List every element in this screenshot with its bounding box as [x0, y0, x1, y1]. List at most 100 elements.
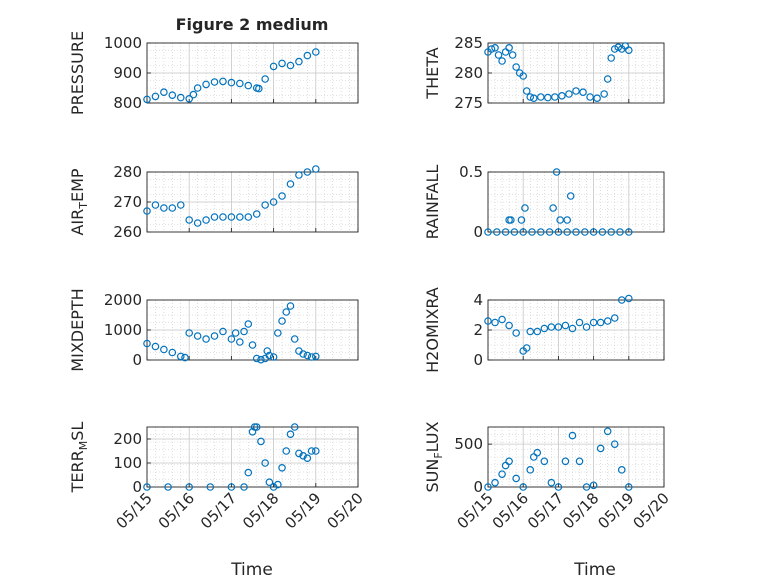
data-point [492, 228, 501, 236]
data-point [307, 353, 316, 361]
data-point [168, 348, 177, 357]
data-point [607, 228, 616, 236]
data-point [160, 204, 168, 212]
data-point [236, 213, 244, 221]
data-point [269, 483, 278, 491]
axes-box [146, 426, 359, 488]
data-point [295, 449, 303, 458]
data-point [206, 483, 215, 491]
data-point [299, 350, 307, 358]
y-tick-label: 500 [454, 435, 483, 453]
data-point [143, 95, 151, 104]
data-point [519, 483, 528, 491]
data-point [491, 43, 499, 52]
data-point [624, 228, 633, 236]
data-point [526, 466, 535, 474]
data-point [185, 216, 194, 224]
data-point [484, 228, 492, 236]
y-axis-label: RAINFALL [423, 165, 442, 240]
y-tick-label: 800 [113, 94, 142, 112]
data-point [558, 92, 566, 100]
data-point [250, 423, 259, 431]
y-axis-label: SUNFLUX [423, 421, 445, 492]
data-point [303, 454, 312, 463]
data-point [561, 321, 570, 330]
data-point [572, 87, 580, 95]
data-point [290, 423, 299, 431]
data-point [607, 54, 616, 62]
data-point [257, 355, 265, 364]
data-point [536, 93, 545, 101]
data-point [563, 216, 572, 224]
y-tick-label: 4 [473, 291, 483, 309]
data-point [252, 423, 261, 431]
y-axis-label-main: H2OMIXRA [423, 287, 442, 373]
y-axis-label-subscript: M [77, 441, 90, 451]
y-tick-label: 100 [113, 454, 142, 472]
y-axis-label: TERRMSL [68, 422, 90, 494]
data-point [168, 91, 177, 100]
data-point [181, 353, 189, 362]
y-axis-label-main: RAINFALL [423, 165, 442, 240]
data-point [554, 483, 563, 491]
y-tick-label: 275 [454, 94, 483, 112]
y-axis-label-subscript: F [432, 452, 445, 458]
data-point [231, 329, 240, 337]
y-tick-label: 0 [132, 478, 142, 496]
data-point [617, 466, 626, 474]
data-point [219, 213, 227, 221]
data-point [274, 480, 282, 489]
data-point [151, 92, 160, 101]
data-point [540, 457, 549, 466]
data-point [545, 228, 554, 236]
data-point [484, 483, 492, 491]
data-point [522, 87, 531, 95]
y-tick-label: 200 [113, 430, 142, 448]
data-point [290, 335, 299, 343]
data-point [540, 324, 549, 333]
data-point [164, 483, 172, 491]
data-point [517, 216, 526, 224]
y-axis-label-main: THETA [423, 47, 442, 99]
y-axis-label: MIXDEPTH [68, 288, 87, 371]
y-axis-label-main: SUN [423, 459, 442, 493]
y-tick-label: 0 [473, 223, 483, 241]
data-point [255, 84, 263, 93]
data-point [533, 448, 542, 457]
data-point [244, 468, 253, 477]
data-point [311, 48, 320, 56]
data-point [261, 75, 269, 83]
data-point [519, 72, 528, 80]
data-point [227, 483, 236, 491]
y-axis-label-tail: LUX [423, 421, 442, 452]
data-point [282, 308, 291, 316]
data-point [286, 180, 295, 188]
y-tick-label: 0 [132, 351, 142, 369]
data-point [240, 327, 248, 336]
y-axis-label: AIRTEMP [68, 168, 90, 235]
data-point [252, 354, 261, 363]
data-point [210, 78, 219, 86]
data-point [193, 332, 202, 340]
y-tick-label: 260 [113, 223, 142, 241]
data-point [278, 192, 286, 200]
data-point [501, 228, 510, 236]
data-point [528, 228, 536, 236]
axes-box [487, 426, 665, 488]
data-point [252, 210, 261, 218]
data-point [185, 483, 194, 491]
data-point [616, 228, 624, 236]
y-axis-label-subscript: T [77, 202, 90, 210]
data-point [303, 168, 312, 176]
data-point [491, 318, 499, 327]
data-point [286, 61, 295, 70]
data-point [303, 51, 312, 60]
data-point [202, 80, 210, 89]
data-point [512, 329, 520, 337]
data-point [582, 483, 591, 491]
data-point [143, 483, 151, 491]
data-point [624, 46, 633, 55]
y-tick-label: 2 [473, 321, 483, 339]
data-point [278, 463, 286, 472]
